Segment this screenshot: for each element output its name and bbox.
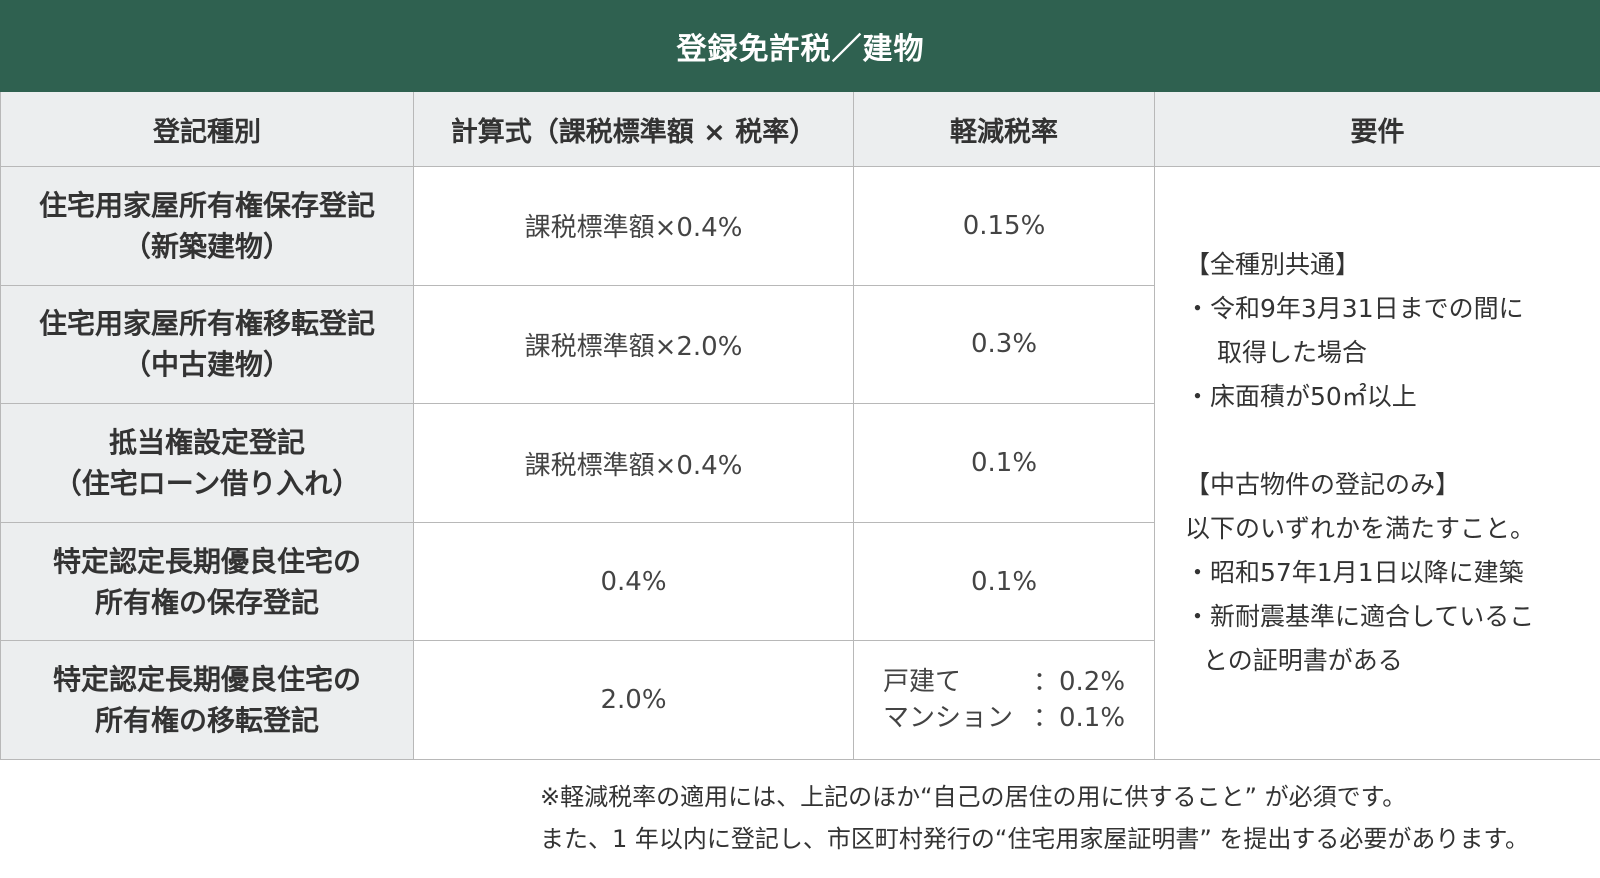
registration-type-line2: 所有権の移転登記 bbox=[94, 704, 319, 738]
reduced-rate-cell: 0.15% bbox=[853, 166, 1155, 286]
registration-type-line1: 特定認定長期優良住宅の bbox=[52, 544, 361, 578]
reduced-rate-condo: マンション ：0.1% bbox=[883, 700, 1125, 736]
building-type-label: マンション bbox=[882, 703, 1013, 734]
registration-tax-table: 登録免許税／建物 登記種別 計算式（課税標準額 × 税率） 軽減税率 要件 住宅… bbox=[0, 0, 1600, 760]
table-row: 特定認定長期優良住宅の 所有権の移転登記 2.0% 戸建て ：0.2% マンション… bbox=[0, 640, 1600, 760]
requirements-common-title: 【全種別共通】 bbox=[1185, 250, 1361, 280]
formula-cell: 課税標準額×0.4% bbox=[413, 403, 854, 523]
building-type-rate: ：0.1% bbox=[1032, 703, 1126, 734]
registration-type-line1: 抵当権設定登記 bbox=[108, 426, 305, 460]
reduced-rate-cell: 戸建て ：0.2% マンション ：0.1% bbox=[853, 640, 1155, 760]
header-formula: 計算式（課税標準額 × 税率） bbox=[413, 91, 854, 168]
header-reduced-rate: 軽減税率 bbox=[853, 91, 1155, 168]
registration-type-line1: 住宅用家屋所有権移転登記 bbox=[38, 307, 375, 341]
table-row: 住宅用家屋所有権移転登記 （中古建物） 課税標準額×2.0% 0.3% bbox=[0, 284, 1600, 405]
registration-type-cell: 特定認定長期優良住宅の 所有権の保存登記 bbox=[0, 521, 414, 642]
building-type-label: 戸建て bbox=[882, 667, 961, 698]
requirements-spacer bbox=[1185, 419, 1600, 463]
registration-type-cell: 抵当権設定登記 （住宅ローン借り入れ） bbox=[0, 403, 414, 523]
reduced-rate-cell: 0.1% bbox=[853, 521, 1155, 642]
formula-cell: 課税標準額×2.0% bbox=[413, 284, 854, 405]
requirements-used-title: 【中古物件の登記のみ】 bbox=[1185, 470, 1461, 500]
requirements-common-item2: ・床面積が50㎡以上 bbox=[1185, 382, 1417, 412]
footnote-line2: また、1 年以内に登記し、市区町村発行の“住宅用家屋証明書” を提出する必要があ… bbox=[540, 825, 1529, 853]
registration-type-line2: 所有権の保存登記 bbox=[94, 585, 319, 619]
requirements-common-item1-cont: 取得した場合 bbox=[1217, 338, 1368, 368]
registration-type-line2: （新築建物） bbox=[122, 229, 291, 263]
table-row: 住宅用家屋所有権保存登記 （新築建物） 課税標準額×0.4% 0.15% 【全種… bbox=[0, 166, 1600, 760]
formula-cell: 0.4% bbox=[413, 521, 854, 642]
registration-type-line2: （住宅ローン借り入れ） bbox=[53, 467, 361, 501]
registration-type-line1: 特定認定長期優良住宅の bbox=[52, 663, 361, 697]
requirements-cell: 【全種別共通】 ・令和9年3月31日までの間に 取得した場合 ・床面積が50㎡以… bbox=[1154, 166, 1600, 760]
footnote-line1: ※軽減税率の適用には、上記のほか“自己の居住の用に供すること” が必須です。 bbox=[540, 783, 1407, 811]
formula-cell: 課税標準額×0.4% bbox=[413, 166, 854, 286]
reduced-rate-split: 戸建て ：0.2% マンション ：0.1% bbox=[883, 664, 1125, 736]
registration-type-cell: 住宅用家屋所有権移転登記 （中古建物） bbox=[0, 284, 414, 405]
formula-cell: 2.0% bbox=[413, 640, 854, 760]
requirements-used-item1: ・昭和57年1月1日以降に建築 bbox=[1185, 558, 1524, 588]
requirements-used-item2: ・新耐震基準に適合しているこ bbox=[1185, 602, 1535, 632]
reduced-rate-detached: 戸建て ：0.2% bbox=[883, 664, 1125, 700]
requirements-used-item2-cont: との証明書がある bbox=[1203, 646, 1403, 676]
reduced-rate-cell: 0.1% bbox=[853, 403, 1155, 523]
table-title: 登録免許税／建物 bbox=[0, 0, 1600, 93]
table-row: 特定認定長期優良住宅の 所有権の保存登記 0.4% 0.1% bbox=[0, 521, 1600, 642]
registration-type-cell: 特定認定長期優良住宅の 所有権の移転登記 bbox=[0, 640, 414, 760]
footnotes: ※軽減税率の適用には、上記のほか“自己の居住の用に供すること” が必須です。 ま… bbox=[540, 776, 1600, 860]
reduced-rate-cell: 0.3% bbox=[853, 284, 1155, 405]
registration-type-line2: （中古建物） bbox=[122, 348, 291, 382]
header-requirements: 要件 bbox=[1154, 91, 1600, 168]
registration-type-cell: 住宅用家屋所有権保存登記 （新築建物） bbox=[0, 166, 414, 286]
building-type-rate: ：0.2% bbox=[1032, 667, 1126, 698]
registration-type-line1: 住宅用家屋所有権保存登記 bbox=[38, 188, 375, 222]
requirements-common-item1: ・令和9年3月31日までの間に bbox=[1185, 294, 1524, 324]
requirements-used-intro: 以下のいずれかを満たすこと。 bbox=[1185, 514, 1536, 544]
header-registration-type: 登記種別 bbox=[0, 91, 414, 168]
